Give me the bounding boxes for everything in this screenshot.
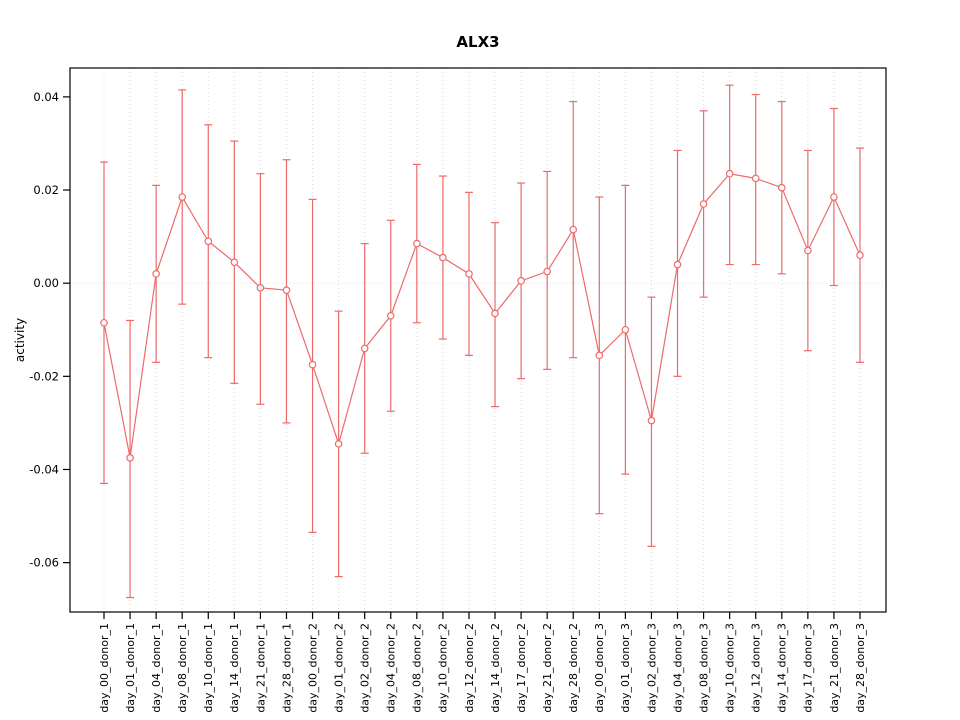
data-layer bbox=[100, 84, 864, 599]
x-tick-label: day_12_donor_2 bbox=[463, 623, 476, 713]
data-point bbox=[465, 270, 473, 278]
x-tick-label: day_04_donor_1 bbox=[150, 623, 163, 713]
data-point bbox=[152, 270, 160, 278]
data-point bbox=[673, 260, 682, 269]
x-tick-label: day_02_donor_3 bbox=[645, 623, 658, 713]
data-point bbox=[647, 416, 656, 425]
x-tick-label: day_21_donor_1 bbox=[254, 623, 267, 713]
data-point bbox=[569, 225, 578, 234]
series-line bbox=[103, 173, 861, 458]
x-tick-label: day_12_donor_3 bbox=[750, 623, 763, 713]
x-tick-label: day_08_donor_1 bbox=[176, 623, 189, 713]
x-tick-label: day_10_donor_1 bbox=[202, 623, 215, 713]
data-point bbox=[804, 246, 812, 255]
data-point bbox=[100, 318, 108, 327]
data-point bbox=[413, 239, 421, 248]
grid-layer bbox=[70, 68, 886, 612]
data-point bbox=[595, 351, 604, 360]
x-tick-label: day_28_donor_2 bbox=[567, 623, 580, 713]
data-point bbox=[386, 311, 395, 320]
x-tick-label: day_10_donor_3 bbox=[724, 623, 737, 713]
x-tick-label: day_21_donor_2 bbox=[541, 623, 554, 713]
x-tick-label: day_17_donor_2 bbox=[515, 623, 528, 713]
data-point bbox=[725, 169, 734, 178]
x-tick-label: day_28_donor_3 bbox=[854, 623, 867, 713]
x-tick-label: day_08_donor_2 bbox=[411, 623, 424, 713]
y-tick-label: 0.00 bbox=[33, 276, 59, 290]
x-tick-label: day_14_donor_1 bbox=[228, 623, 241, 713]
data-point bbox=[830, 193, 838, 201]
x-tick-label: day_00_donor_2 bbox=[306, 623, 319, 713]
x-tick-label: day_00_donor_3 bbox=[593, 623, 606, 713]
data-point bbox=[699, 200, 708, 208]
data-point bbox=[543, 267, 551, 276]
y-tick-label: -0.02 bbox=[29, 369, 59, 383]
y-tick-label: -0.04 bbox=[29, 462, 59, 476]
axis-layer: -0.06 -0.04 -0.02 0.00 0.02 0.04 day_00_donor_… bbox=[29, 67, 887, 713]
x-tick-label: day_02_donor_2 bbox=[359, 623, 372, 713]
x-tick-label: day_17_donor_3 bbox=[802, 623, 815, 713]
chart-title: ALX3 bbox=[456, 33, 499, 51]
x-tick-label: day_01_donor_2 bbox=[332, 623, 345, 713]
y-tick-label: 0.02 bbox=[33, 183, 59, 197]
data-point bbox=[360, 344, 369, 353]
data-point bbox=[126, 454, 134, 462]
x-tick-label: day_14_donor_3 bbox=[776, 623, 789, 713]
x-tick-label: day_08_donor_3 bbox=[697, 623, 710, 713]
data-point bbox=[491, 309, 499, 318]
data-point bbox=[777, 183, 786, 192]
data-point bbox=[204, 237, 213, 246]
x-tick-label: day_28_donor_1 bbox=[280, 623, 293, 713]
data-point bbox=[751, 174, 760, 183]
y-axis-label: activity bbox=[13, 318, 27, 362]
x-tick-label: day_21_donor_3 bbox=[828, 623, 841, 713]
x-tick-label: day_00_donor_1 bbox=[98, 623, 111, 713]
data-point bbox=[517, 277, 525, 285]
x-tick-label: day_04_donor_2 bbox=[385, 623, 398, 713]
y-tick-label: 0.04 bbox=[33, 90, 59, 104]
x-tick-label: day_01_donor_1 bbox=[124, 623, 137, 713]
data-point bbox=[308, 360, 317, 369]
data-point bbox=[439, 253, 447, 262]
x-tick-label: day_01_donor_3 bbox=[619, 623, 632, 713]
y-tick-label: -0.06 bbox=[29, 556, 59, 570]
data-point bbox=[178, 193, 187, 201]
data-point bbox=[230, 258, 239, 267]
data-point bbox=[334, 440, 343, 448]
x-tick-label: day_10_donor_2 bbox=[437, 623, 450, 713]
x-tick-label: day_14_donor_2 bbox=[489, 623, 502, 713]
data-point bbox=[282, 286, 291, 294]
data-point bbox=[856, 251, 864, 260]
plot-border bbox=[69, 67, 887, 613]
data-point bbox=[621, 325, 630, 334]
data-point bbox=[256, 284, 265, 292]
x-tick-label: day_04_donor_3 bbox=[671, 623, 684, 713]
